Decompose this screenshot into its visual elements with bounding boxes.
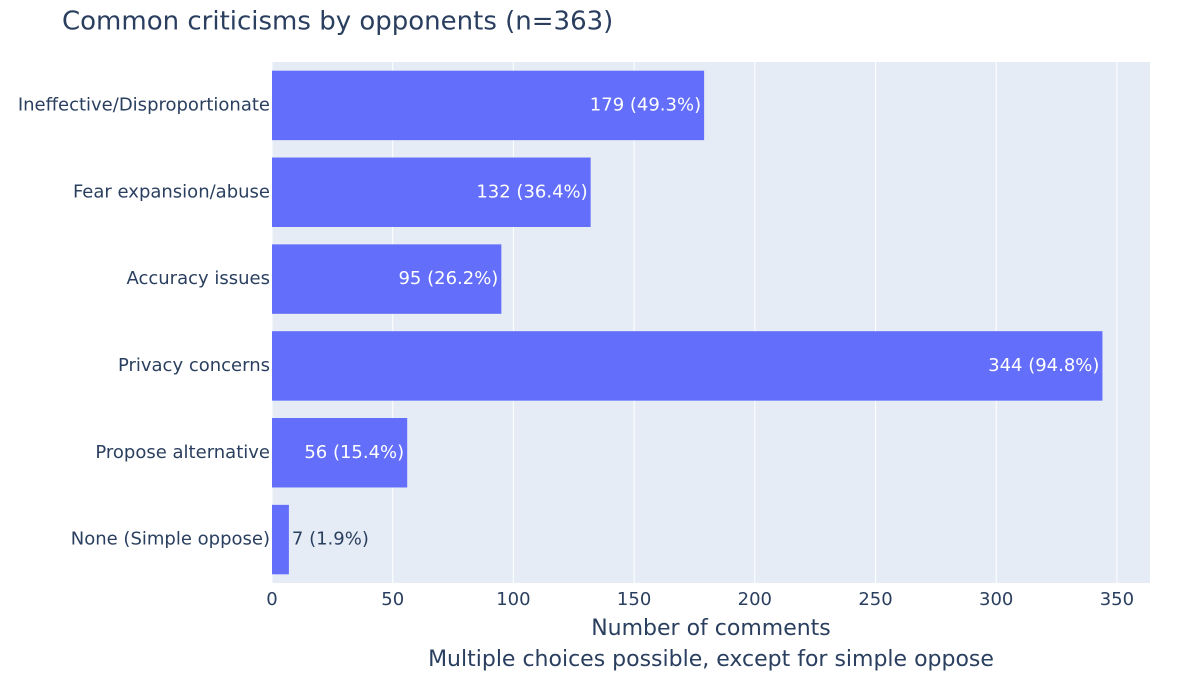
- bar: [272, 244, 502, 314]
- bars: [272, 70, 1103, 575]
- y-tick-label: Propose alternative: [95, 442, 270, 463]
- x-tick-label: 50: [381, 589, 404, 610]
- y-tick-label: Accuracy issues: [126, 268, 270, 289]
- bar: [272, 70, 705, 141]
- y-tick-label: None (Simple oppose): [71, 529, 270, 550]
- bar: [272, 504, 289, 575]
- x-axis-title: Number of comments: [591, 616, 831, 641]
- x-axis-note: Multiple choices possible, except for si…: [428, 647, 994, 672]
- data-label: 179 (49.3%): [590, 94, 701, 115]
- data-label: 7 (1.9%): [292, 529, 369, 550]
- bar: [272, 157, 591, 227]
- bar: [272, 418, 408, 488]
- y-tick-label: Privacy concerns: [118, 355, 270, 376]
- y-tick-label: Fear expansion/abuse: [73, 181, 270, 202]
- x-tick-label: 200: [738, 589, 772, 610]
- x-tick-label: 350: [1100, 589, 1134, 610]
- chart-title: Common criticisms by opponents (n=363): [62, 7, 613, 37]
- x-tick-label: 150: [617, 589, 651, 610]
- data-label: 344 (94.8%): [988, 355, 1099, 376]
- x-tick-label: 300: [979, 589, 1013, 610]
- data-label: 95 (26.2%): [398, 268, 498, 289]
- x-tick-label: 0: [266, 589, 277, 610]
- grid: [271, 62, 1118, 583]
- data-label: 56 (15.4%): [304, 442, 404, 463]
- data-label: 132 (36.4%): [476, 181, 587, 202]
- y-tick-label: Ineffective/Disproportionate: [18, 94, 270, 115]
- x-tick-label: 100: [496, 589, 530, 610]
- plot-background: [272, 62, 1150, 583]
- bar: [272, 331, 1103, 401]
- x-tick-label: 250: [858, 589, 892, 610]
